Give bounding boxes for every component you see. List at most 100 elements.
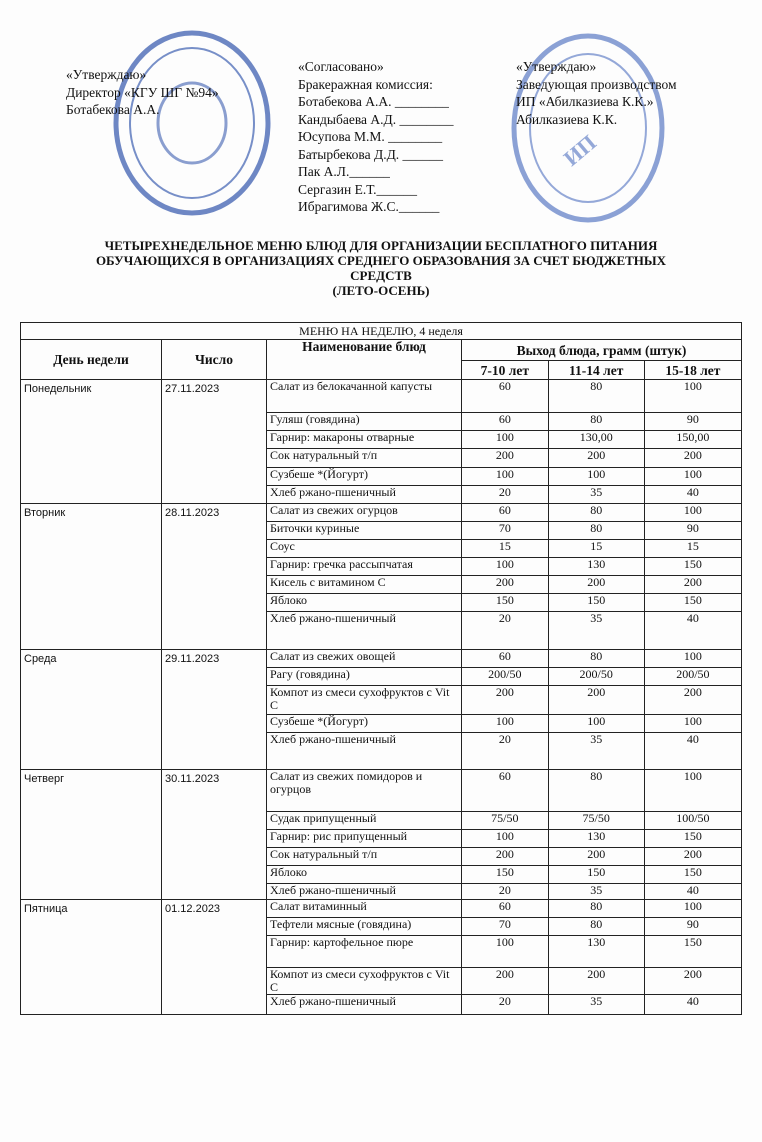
portion-cell: 200 <box>643 685 743 715</box>
dish-cell: Гарнир: рис припущенный <box>266 829 462 848</box>
day-cell: Понедельник <box>20 379 162 504</box>
menu-table: МЕНЮ НА НЕДЕЛЮ, 4 неделя День недели Чис… <box>20 322 743 1015</box>
table-row: Хлеб ржано-пшеничный 20 35 40 <box>21 883 743 900</box>
dish-cell: Тефтели мясные (говядина) <box>266 917 462 936</box>
portion-cell: 40 <box>643 994 743 1015</box>
portion-cell: 200 <box>547 685 645 715</box>
portion-cell: 130 <box>547 557 645 576</box>
portion-cell: 150 <box>547 865 645 884</box>
agreement-commission: «Согласовано» Бракеражная комиссия: Бота… <box>298 59 454 214</box>
day-cell: Пятница <box>20 899 162 1015</box>
header-day: День недели <box>20 339 162 380</box>
table-row: Сузбеше *(Йогурт) 100 100 100 <box>21 714 743 733</box>
table-caption: МЕНЮ НА НЕДЕЛЮ, 4 неделя <box>20 322 742 340</box>
portion-cell: 150 <box>643 935 743 968</box>
table-row: Вторник 28.11.2023 Салат из свежих огурцов… <box>20 503 743 650</box>
portion-cell: 80 <box>547 503 645 522</box>
round-seal-left <box>113 30 271 216</box>
portion-cell: 200 <box>643 575 743 594</box>
date-cell: 30.11.2023 <box>161 769 267 900</box>
portion-cell: 15 <box>643 539 743 558</box>
portion-cell: 150,00 <box>643 430 743 449</box>
header-output: Выход блюда, грамм (штук) <box>461 339 742 361</box>
portion-cell: 75/50 <box>461 811 549 830</box>
approval-left: «Утверждаю» Директор «КГУ ШГ №94» Ботабе… <box>66 67 219 117</box>
portion-cell: 200 <box>547 967 645 995</box>
portion-cell: 20 <box>461 994 549 1015</box>
portion-cell: 20 <box>461 883 549 900</box>
portion-cell: 40 <box>643 485 743 504</box>
portion-cell: 130 <box>547 935 645 968</box>
header-dish: Наименование блюд <box>266 339 462 380</box>
portion-cell: 75/50 <box>547 811 645 830</box>
portion-cell: 200/50 <box>547 667 645 686</box>
portion-cell: 90 <box>643 917 743 936</box>
portion-cell: 150 <box>643 557 743 576</box>
portion-cell: 35 <box>547 732 645 770</box>
portion-cell: 200 <box>461 685 549 715</box>
portion-cell: 200 <box>547 575 645 594</box>
date-cell: 27.11.2023 <box>161 379 267 504</box>
portion-cell: 60 <box>461 412 549 431</box>
portion-cell: 100 <box>643 769 743 812</box>
table-row: Гарнир: картофельное пюре 100 130 150 <box>21 935 743 968</box>
dish-cell: Хлеб ржано-пшеничный <box>266 732 462 770</box>
portion-cell: 100 <box>461 430 549 449</box>
dish-cell: Гуляш (говядина) <box>266 412 462 431</box>
dish-cell: Гарнир: макароны отварные <box>266 430 462 449</box>
portion-cell: 150 <box>643 593 743 612</box>
table-row: Четверг 30.11.2023 Салат из свежих помидор… <box>20 769 743 900</box>
table-row: Понедельник 27.11.2023 Салат из белокачанн… <box>20 379 743 504</box>
portion-cell: 100 <box>461 467 549 486</box>
portion-cell: 200 <box>547 847 645 866</box>
portion-cell: 100 <box>461 829 549 848</box>
portion-cell: 100 <box>643 379 743 413</box>
dish-cell: Салат из свежих помидоров и огурцов <box>266 769 462 812</box>
portion-cell: 100 <box>461 557 549 576</box>
table-row: Судак припущенный 75/50 75/50 100/50 <box>21 811 743 830</box>
dish-cell: Салат из свежих овощей <box>266 649 462 668</box>
day-cell: Среда <box>20 649 162 770</box>
portion-cell: 90 <box>643 412 743 431</box>
portion-cell: 200 <box>643 967 743 995</box>
portion-cell: 40 <box>643 883 743 900</box>
date-cell: 01.12.2023 <box>161 899 267 1015</box>
portion-cell: 150 <box>547 593 645 612</box>
portion-cell: 100 <box>643 503 743 522</box>
dish-cell: Яблоко <box>266 865 462 884</box>
portion-cell: 200 <box>461 847 549 866</box>
table-row: Гарнир: рис припущенный 100 130 150 <box>21 829 743 848</box>
portion-cell: 80 <box>547 649 645 668</box>
portion-cell: 80 <box>547 899 645 918</box>
portion-cell: 100 <box>547 467 645 486</box>
portion-cell: 60 <box>461 379 549 413</box>
dish-cell: Салат из свежих огурцов <box>266 503 462 522</box>
table-row: Сок натуральный т/п 200 200 200 <box>21 448 743 468</box>
portion-cell: 60 <box>461 769 549 812</box>
portion-cell: 200 <box>643 448 743 468</box>
day-cell: Вторник <box>20 503 162 650</box>
portion-cell: 70 <box>461 917 549 936</box>
dish-cell: Хлеб ржано-пшеничный <box>266 485 462 504</box>
portion-cell: 60 <box>461 649 549 668</box>
portion-cell: 80 <box>547 917 645 936</box>
dish-cell: Сок натуральный т/п <box>266 448 462 468</box>
table-row: Среда 29.11.2023 Салат из свежих овощей 60 8… <box>20 649 743 770</box>
portion-cell: 100 <box>461 714 549 733</box>
portion-cell: 80 <box>547 379 645 413</box>
portion-cell: 200/50 <box>461 667 549 686</box>
portion-cell: 100 <box>547 714 645 733</box>
portion-cell: 60 <box>461 503 549 522</box>
table-row: Пятница 01.12.2023 Салат витаминный 60 80 100 <box>20 899 743 1015</box>
table-row: Биточки куриные 70 80 90 <box>21 521 743 540</box>
portion-cell: 150 <box>643 865 743 884</box>
table-row: Хлеб ржано-пшеничный 20 35 40 <box>21 611 743 650</box>
table-row: Компот из смеси сухофруктов с Vit C 200 20… <box>21 685 743 715</box>
dish-cell: Сок натуральный т/п <box>266 847 462 866</box>
portion-cell: 80 <box>547 769 645 812</box>
dish-cell: Компот из смеси сухофруктов с Vit C <box>266 685 462 715</box>
dish-cell: Яблоко <box>266 593 462 612</box>
dish-cell: Соус <box>266 539 462 558</box>
svg-text:ИП: ИП <box>559 130 601 171</box>
portion-cell: 35 <box>547 883 645 900</box>
